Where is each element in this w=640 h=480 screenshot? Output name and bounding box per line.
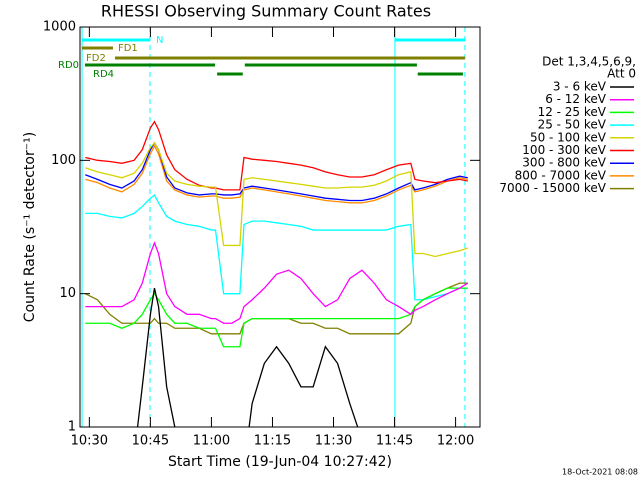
y-axis-label: Count Rate (s⁻¹ detector⁻¹) bbox=[22, 132, 38, 322]
legend-label: 12 - 25 keV bbox=[538, 105, 607, 119]
flag-label: RD4 bbox=[93, 69, 114, 80]
legend-title: Att 0 bbox=[607, 67, 636, 81]
x-tick-label: 12:00 bbox=[437, 434, 474, 449]
series-line bbox=[85, 141, 468, 258]
x-tick-label: 10:30 bbox=[71, 434, 108, 449]
legend-label: 300 - 800 keV bbox=[522, 156, 606, 170]
legend-label: 25 - 50 keV bbox=[538, 118, 607, 132]
flag-label: N bbox=[156, 35, 163, 46]
series-line bbox=[85, 141, 468, 202]
series-line bbox=[136, 288, 359, 427]
series-line bbox=[85, 193, 468, 301]
x-tick-label: 11:45 bbox=[376, 434, 413, 449]
plot-area bbox=[81, 27, 469, 427]
legend-label: 50 - 100 keV bbox=[530, 130, 607, 144]
legend-label: 800 - 7000 keV bbox=[515, 168, 607, 182]
series-line bbox=[85, 241, 469, 324]
legend-label: 3 - 6 keV bbox=[553, 80, 607, 94]
y-tick-label: 10 bbox=[59, 286, 76, 301]
legend-title: Det 1,3,4,5,6,9, bbox=[542, 55, 636, 69]
series-line bbox=[85, 120, 468, 191]
x-tick-label: 11:15 bbox=[254, 434, 291, 449]
legend-label: 7000 - 15000 keV bbox=[499, 181, 606, 195]
series-line bbox=[85, 287, 468, 348]
y-tick-label: 1000 bbox=[43, 20, 76, 35]
x-axis-label: Start Time (19-Jun-04 10:27:42) bbox=[168, 454, 392, 470]
chart-title: RHESSI Observing Summary Count Rates bbox=[101, 2, 431, 21]
series-line bbox=[85, 144, 468, 204]
flag-label: FD2 bbox=[86, 53, 106, 64]
axis-frame bbox=[79, 26, 481, 428]
x-tick-label: 11:30 bbox=[315, 434, 352, 449]
flag-label: RD0 bbox=[58, 60, 79, 71]
timestamp: 18-Oct-2021 08:08 bbox=[562, 468, 638, 477]
x-tick-label: 11:00 bbox=[193, 434, 230, 449]
legend-label: 100 - 300 keV bbox=[522, 143, 606, 157]
legend-label: 6 - 12 keV bbox=[545, 92, 607, 106]
x-tick-label: 10:45 bbox=[132, 434, 169, 449]
y-tick-label: 1 bbox=[68, 420, 76, 435]
y-tick-label: 100 bbox=[51, 153, 76, 168]
flag-label: FD1 bbox=[118, 43, 138, 54]
